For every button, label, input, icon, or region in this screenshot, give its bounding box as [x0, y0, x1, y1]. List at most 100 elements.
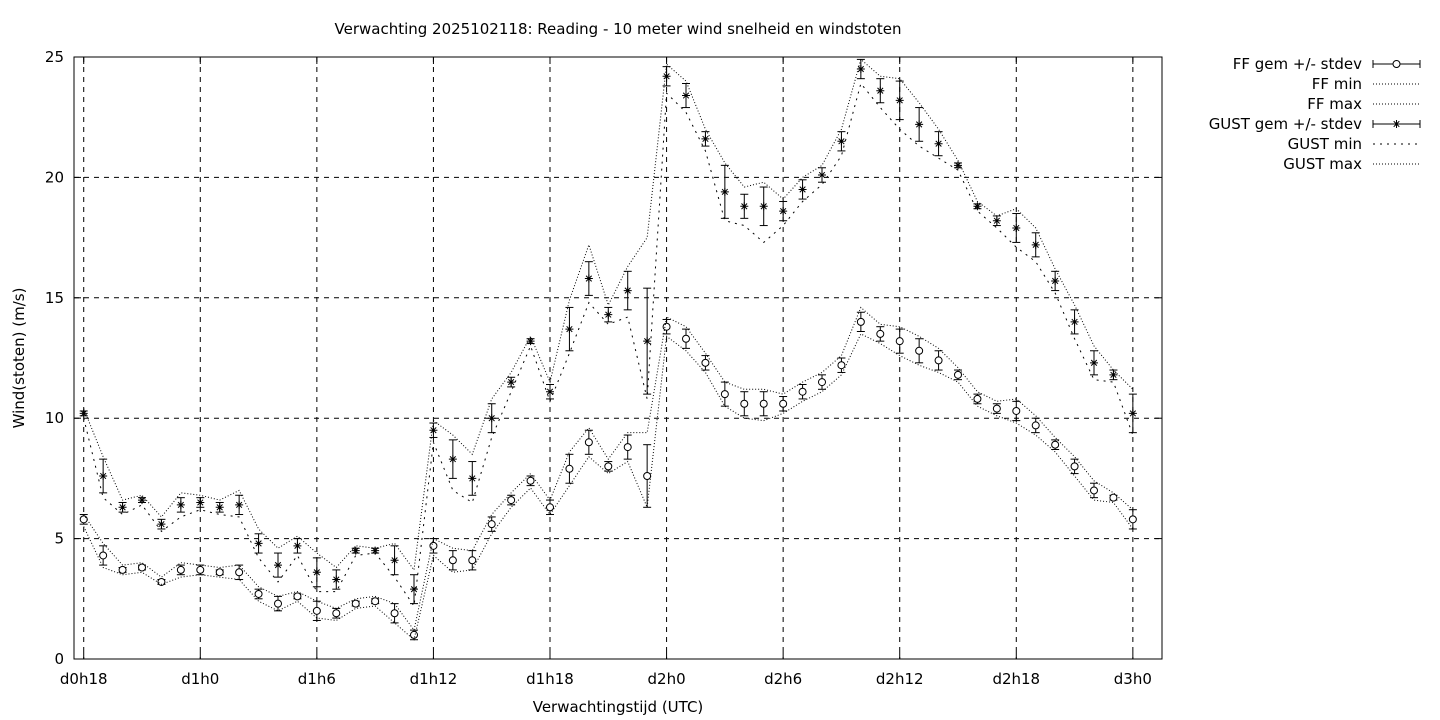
legend-item: FF max — [1307, 95, 1420, 113]
legend-item: GUST max — [1283, 155, 1420, 173]
data-point — [468, 474, 477, 483]
data-point — [1128, 409, 1137, 418]
legend-label: GUST max — [1283, 155, 1362, 173]
grid — [74, 57, 1162, 659]
y-tick-label: 10 — [45, 409, 64, 427]
data-point — [429, 541, 438, 550]
data-point — [876, 329, 885, 338]
data-point — [118, 565, 127, 574]
series-line — [83, 58, 1134, 572]
y-tick-label: 15 — [45, 289, 64, 307]
data-point — [565, 325, 574, 334]
data-point — [138, 496, 146, 505]
series-layer — [79, 58, 1137, 641]
plot-frame — [73, 56, 1163, 660]
data-point — [157, 577, 166, 586]
data-point — [410, 585, 418, 594]
data-point — [176, 500, 185, 509]
data-point — [682, 334, 690, 343]
data-point — [215, 503, 224, 512]
legend-swatch — [1372, 60, 1421, 68]
data-point — [293, 541, 302, 550]
series-line — [83, 82, 1134, 608]
data-point — [176, 565, 185, 574]
series-line — [83, 306, 1134, 632]
data-point — [332, 575, 341, 584]
legend-label: GUST min — [1288, 135, 1362, 153]
data-point — [934, 139, 943, 148]
data-point — [118, 503, 127, 512]
legend-item: GUST gem +/- stdev — [1209, 115, 1421, 133]
series-5 — [83, 58, 1134, 572]
data-point — [312, 568, 321, 577]
axis-ticks: 0 5 10 15 20 25 d0h18 d1h0 d1h6 d1h12 d1h18 d2h0 d2h… — [45, 48, 1162, 688]
legend-swatch — [1372, 120, 1421, 128]
data-point — [701, 134, 710, 143]
series-2 — [83, 306, 1134, 632]
data-point — [332, 609, 341, 618]
data-point — [895, 337, 904, 346]
data-point — [1070, 317, 1079, 326]
data-point — [312, 606, 321, 615]
data-point — [468, 556, 477, 565]
data-point — [934, 356, 943, 365]
x-tick-label: d1h0 — [181, 670, 219, 688]
x-tick-label: d1h12 — [410, 670, 458, 688]
data-point — [623, 286, 632, 295]
data-point — [856, 65, 865, 74]
data-point — [526, 476, 535, 485]
data-point — [1012, 223, 1021, 232]
data-point — [526, 337, 535, 346]
data-point — [759, 202, 768, 211]
y-tick-label: 5 — [54, 530, 64, 548]
legend-label: FF min — [1312, 75, 1362, 93]
data-point — [954, 161, 962, 170]
data-point — [623, 443, 632, 452]
data-point — [507, 496, 516, 505]
data-point — [759, 399, 768, 408]
series-3 — [79, 58, 1137, 605]
data-point — [487, 414, 496, 423]
data-point — [351, 546, 360, 555]
legend-item: FF min — [1312, 75, 1420, 93]
data-point — [604, 462, 613, 471]
data-point — [235, 500, 244, 509]
data-point — [584, 274, 593, 283]
data-point — [410, 630, 418, 639]
data-point — [371, 597, 380, 606]
x-tick-label: d2h6 — [764, 670, 802, 688]
data-point — [584, 438, 593, 447]
data-point — [215, 568, 224, 577]
legend-label: FF gem +/- stdev — [1233, 55, 1362, 73]
legend-label: FF max — [1307, 95, 1362, 113]
data-point — [254, 539, 263, 548]
x-tick-label: d0h18 — [60, 670, 108, 688]
data-point — [390, 609, 399, 618]
legend-item: FF gem +/- stdev — [1233, 55, 1421, 73]
legend-label: GUST gem +/- stdev — [1209, 115, 1362, 133]
data-point — [79, 515, 88, 524]
data-point — [818, 378, 826, 387]
series-4 — [83, 82, 1134, 608]
data-point — [1090, 486, 1098, 495]
data-point — [196, 565, 205, 574]
series-line — [83, 333, 1134, 641]
data-point — [604, 310, 613, 319]
data-point — [254, 589, 263, 598]
series-0 — [79, 311, 1137, 641]
data-point — [662, 72, 671, 81]
data-point — [818, 170, 826, 179]
x-tick-label: d2h0 — [648, 670, 686, 688]
data-point — [448, 455, 457, 464]
data-point — [1109, 370, 1118, 379]
data-point — [429, 426, 438, 435]
y-tick-label: 0 — [54, 650, 64, 668]
x-tick-label: d2h12 — [876, 670, 924, 688]
data-point — [915, 346, 924, 355]
data-point — [720, 187, 729, 196]
data-point — [487, 520, 496, 529]
data-point — [798, 387, 807, 396]
data-point — [1128, 515, 1137, 524]
y-tick-label: 20 — [45, 168, 64, 186]
data-point — [507, 378, 516, 387]
